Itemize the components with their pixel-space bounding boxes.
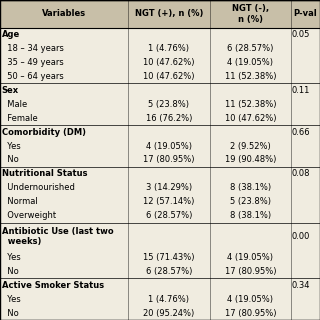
Text: Male: Male bbox=[2, 100, 27, 109]
Text: 1 (4.76%): 1 (4.76%) bbox=[148, 295, 189, 304]
Text: Sex: Sex bbox=[2, 86, 19, 95]
Text: 8 (38.1%): 8 (38.1%) bbox=[230, 211, 271, 220]
Text: 10 (47.62%): 10 (47.62%) bbox=[143, 58, 195, 67]
Text: 4 (19.05%): 4 (19.05%) bbox=[146, 141, 192, 151]
Text: Comorbidity (DM): Comorbidity (DM) bbox=[2, 128, 86, 137]
Text: NGT (+), n (%): NGT (+), n (%) bbox=[135, 9, 203, 19]
Text: Yes: Yes bbox=[2, 253, 20, 262]
Text: 20 (95.24%): 20 (95.24%) bbox=[143, 308, 195, 317]
Text: No: No bbox=[2, 308, 18, 317]
Text: Female: Female bbox=[2, 114, 37, 123]
Text: 50 – 64 years: 50 – 64 years bbox=[2, 72, 63, 81]
Text: Antibiotic Use (last two
  weeks): Antibiotic Use (last two weeks) bbox=[2, 227, 113, 246]
Text: 11 (52.38%): 11 (52.38%) bbox=[225, 72, 276, 81]
Text: Variables: Variables bbox=[42, 9, 86, 19]
Text: 17 (80.95%): 17 (80.95%) bbox=[143, 156, 195, 164]
Text: 15 (71.43%): 15 (71.43%) bbox=[143, 253, 195, 262]
Text: 17 (80.95%): 17 (80.95%) bbox=[225, 267, 276, 276]
Text: 10 (47.62%): 10 (47.62%) bbox=[225, 114, 276, 123]
Text: Normal: Normal bbox=[2, 197, 37, 206]
Text: 0.34: 0.34 bbox=[292, 281, 310, 290]
Text: 17 (80.95%): 17 (80.95%) bbox=[225, 308, 276, 317]
Text: 4 (19.05%): 4 (19.05%) bbox=[228, 253, 273, 262]
Text: Overweight: Overweight bbox=[2, 211, 56, 220]
Text: 5 (23.8%): 5 (23.8%) bbox=[230, 197, 271, 206]
Text: 8 (38.1%): 8 (38.1%) bbox=[230, 183, 271, 192]
Bar bbox=[0, 0, 320, 28]
Text: 6 (28.57%): 6 (28.57%) bbox=[146, 211, 192, 220]
Text: 5 (23.8%): 5 (23.8%) bbox=[148, 100, 189, 109]
Text: 11 (52.38%): 11 (52.38%) bbox=[225, 100, 276, 109]
Text: P-val: P-val bbox=[294, 9, 317, 19]
Text: Age: Age bbox=[2, 30, 20, 39]
Text: 16 (76.2%): 16 (76.2%) bbox=[146, 114, 192, 123]
Text: Nutritional Status: Nutritional Status bbox=[2, 169, 87, 179]
Text: 35 – 49 years: 35 – 49 years bbox=[2, 58, 63, 67]
Text: 0.08: 0.08 bbox=[292, 169, 310, 179]
Text: 19 (90.48%): 19 (90.48%) bbox=[225, 156, 276, 164]
Text: 4 (19.05%): 4 (19.05%) bbox=[228, 58, 273, 67]
Text: 10 (47.62%): 10 (47.62%) bbox=[143, 72, 195, 81]
Text: Active Smoker Status: Active Smoker Status bbox=[2, 281, 104, 290]
Text: 6 (28.57%): 6 (28.57%) bbox=[227, 44, 274, 53]
Text: 0.66: 0.66 bbox=[292, 128, 310, 137]
Text: 2 (9.52%): 2 (9.52%) bbox=[230, 141, 271, 151]
Text: No: No bbox=[2, 267, 18, 276]
Text: 6 (28.57%): 6 (28.57%) bbox=[146, 267, 192, 276]
Text: 4 (19.05%): 4 (19.05%) bbox=[228, 295, 273, 304]
Text: NGT (-),
n (%): NGT (-), n (%) bbox=[232, 4, 269, 24]
Text: 18 – 34 years: 18 – 34 years bbox=[2, 44, 63, 53]
Text: Undernourished: Undernourished bbox=[2, 183, 75, 192]
Text: Yes: Yes bbox=[2, 295, 20, 304]
Text: 12 (57.14%): 12 (57.14%) bbox=[143, 197, 195, 206]
Text: 3 (14.29%): 3 (14.29%) bbox=[146, 183, 192, 192]
Text: 0.11: 0.11 bbox=[292, 86, 310, 95]
Text: 0.05: 0.05 bbox=[292, 30, 310, 39]
Text: No: No bbox=[2, 156, 18, 164]
Text: Yes: Yes bbox=[2, 141, 20, 151]
Text: 1 (4.76%): 1 (4.76%) bbox=[148, 44, 189, 53]
Text: 0.00: 0.00 bbox=[292, 232, 310, 241]
